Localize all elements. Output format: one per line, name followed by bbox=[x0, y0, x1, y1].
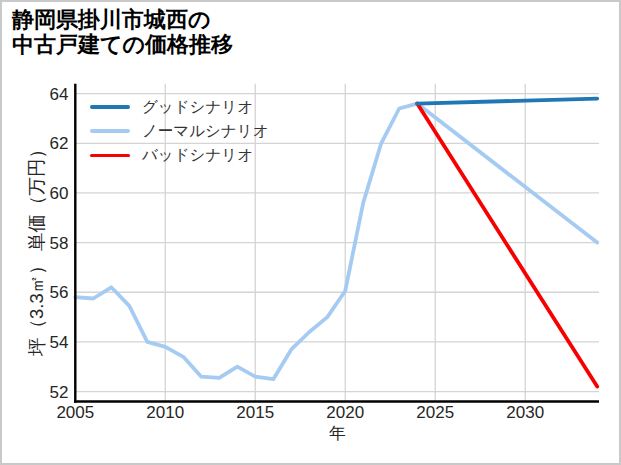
legend-item-bad-scenario: バッドシナリオ bbox=[90, 143, 269, 167]
y-tick-label-56: 56 bbox=[50, 283, 69, 302]
normal-scenario-line-swatch bbox=[90, 129, 130, 133]
bad-scenario-line-swatch bbox=[90, 154, 130, 158]
x-tick-label-2030: 2030 bbox=[506, 403, 544, 422]
chart-frame: 52 54 56 58 60 62 64 2005 2010 2015 2020 2025 2030 静… bbox=[0, 0, 621, 465]
chart-legend: グッドシナリオ ノーマルシナリオ バッドシナリオ bbox=[90, 95, 269, 168]
good-scenario-line bbox=[417, 99, 597, 104]
y-axis-label: 坪（3.3㎡） 単価（万円） bbox=[27, 118, 47, 378]
x-tick-label-2005: 2005 bbox=[56, 403, 94, 422]
chart-title-line1: 静岡県掛川市城西の bbox=[12, 7, 233, 32]
x-tick-label-2020: 2020 bbox=[326, 403, 364, 422]
chart-title: 静岡県掛川市城西の 中古戸建ての価格推移 bbox=[12, 7, 233, 57]
bad-scenario-line bbox=[417, 104, 597, 387]
x-tick-label-2010: 2010 bbox=[146, 403, 184, 422]
legend-label-good-scenario: グッドシナリオ bbox=[142, 97, 253, 118]
legend-label-bad-scenario: バッドシナリオ bbox=[142, 145, 253, 166]
normal-scenario-line bbox=[417, 104, 597, 243]
y-tick-label-64: 64 bbox=[50, 85, 69, 104]
price-trend-line-chart: 52 54 56 58 60 62 64 2005 2010 2015 2020 2025 2030 bbox=[2, 2, 621, 465]
y-tick-label-58: 58 bbox=[50, 234, 69, 253]
y-tick-label-60: 60 bbox=[50, 184, 69, 203]
x-tick-label-2015: 2015 bbox=[236, 403, 274, 422]
good-scenario-line-swatch bbox=[90, 105, 130, 109]
chart-title-line2: 中古戸建ての価格推移 bbox=[12, 32, 233, 57]
x-tick-label-2025: 2025 bbox=[416, 403, 454, 422]
y-tick-label-62: 62 bbox=[50, 134, 69, 153]
legend-label-normal-scenario: ノーマルシナリオ bbox=[142, 121, 269, 142]
legend-item-normal-scenario: ノーマルシナリオ bbox=[90, 119, 269, 143]
y-tick-label-54: 54 bbox=[50, 333, 69, 352]
y-tick-label-52: 52 bbox=[50, 383, 69, 402]
x-axis-label: 年 bbox=[2, 422, 621, 445]
legend-item-good-scenario: グッドシナリオ bbox=[90, 95, 269, 119]
